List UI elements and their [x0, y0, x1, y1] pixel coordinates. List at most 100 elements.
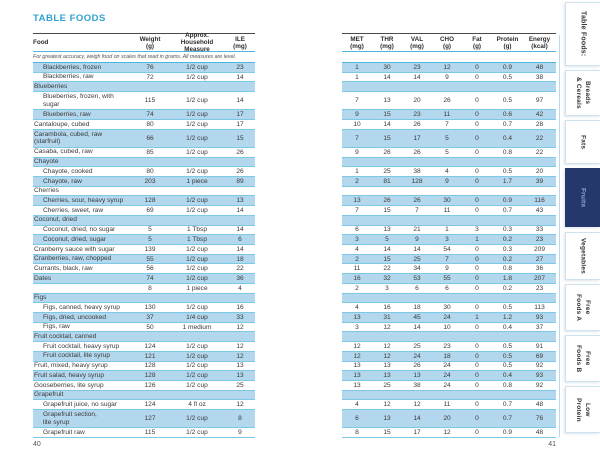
column-header-fat: Fat (g)	[472, 35, 482, 50]
food-name-cell: Cherries, sour, heavy syrup	[43, 196, 124, 204]
thr-cell: 16	[383, 304, 391, 312]
measure-cell: 1/2 cup	[186, 97, 208, 105]
table-row: Figs, raw 50 1 medium 12	[33, 323, 255, 333]
food-name-cell: Coconut, dried	[34, 216, 77, 224]
column-header-energy: Energy (kcal)	[528, 35, 551, 50]
fat-cell: 0	[475, 415, 479, 423]
measure-cell: 1 medium	[182, 323, 212, 331]
weight-cell: 126	[144, 381, 156, 389]
protein-cell: 0.5	[502, 168, 513, 176]
fat-cell: 0	[475, 120, 479, 128]
protein-cell: 0.9	[502, 429, 513, 437]
measure-cell: 4 fl oz	[188, 401, 206, 409]
protein-cell: 0.5	[502, 343, 513, 351]
table-row: Blackberries, raw 72 1/2 cup 14	[33, 73, 255, 83]
sidebar-tab-breads-cereals[interactable]: Breads & Cereals	[565, 70, 600, 116]
category-row	[342, 390, 556, 401]
cho-cell: 6	[445, 284, 449, 292]
food-name-cell: Chayote, cooked	[43, 167, 93, 175]
table-row: Fruit cocktail, lite syrup 121 1/2 cup 12	[33, 351, 255, 362]
column-header-measure: Approx. Household Measure	[180, 32, 214, 53]
protein-cell: 0.8	[502, 148, 513, 156]
table-row: 1 25 38 4 0 0.5 20	[342, 167, 556, 177]
food-name-cell: Chayote	[34, 158, 59, 166]
category-row	[342, 187, 556, 197]
protein-cell: 0.6	[502, 111, 513, 119]
energy-cell: 92	[535, 381, 544, 389]
thr-cell: 13	[383, 226, 391, 234]
sidebar-tab-fruits[interactable]: Fruits	[565, 168, 600, 227]
category-row: Coconut, dried	[33, 215, 255, 226]
measure-cell: 1/2 cup	[186, 274, 208, 282]
sidebar-tab-free-foods-b[interactable]: Free Foods B	[565, 335, 600, 382]
thr-cell: 32	[383, 274, 391, 282]
energy-cell: 113	[534, 304, 545, 312]
thr-cell: 31	[383, 313, 391, 321]
val-cell: 6	[415, 284, 419, 292]
weight-cell: 72	[146, 73, 154, 81]
food-name-cell: Currants, black, raw	[34, 264, 93, 272]
energy-cell: 209	[533, 245, 545, 253]
weight-cell: 56	[146, 265, 154, 273]
table-row: 2 81 128 9 0 1.7 39	[342, 176, 556, 187]
table-row: Carambola, cubed, raw (starfruit) 66 1/2 c…	[33, 129, 255, 148]
fat-cell: 0	[475, 323, 479, 331]
food-name-cell: Fruit cocktail, lite syrup	[43, 352, 111, 360]
cho-cell: 3	[445, 236, 449, 244]
ile-cell: 14	[236, 97, 244, 105]
sidebar-tab-vegetables[interactable]: Vegetables	[565, 232, 600, 280]
measure-cell: 1/4 cup	[186, 313, 208, 321]
column-header-weight: Weight (g)	[139, 35, 161, 50]
cho-cell: 9	[445, 177, 449, 185]
met-cell: 13	[353, 313, 361, 321]
food-name-cell: Fruit, mixed, heavy syrup	[34, 362, 108, 370]
table-row: 13 25 38 24 0 0.8 92	[342, 381, 556, 391]
sidebar-tab-table-foods[interactable]: Table Foods:	[565, 2, 600, 66]
protein-cell: 0.8	[502, 381, 513, 389]
ile-cell: 89	[236, 177, 244, 185]
sidebar-tab-label: Vegetables	[579, 238, 587, 274]
cho-cell: 9	[445, 73, 449, 81]
sidebar-tab-free-foods-a[interactable]: Free Foods A	[565, 284, 600, 331]
measure-cell: 1/2 cup	[186, 134, 208, 142]
thr-cell: 14	[383, 73, 391, 81]
food-name-cell: Figs, raw	[43, 323, 70, 331]
ile-cell: 12	[236, 323, 244, 331]
category-row	[342, 293, 556, 304]
cho-cell: 20	[443, 415, 451, 423]
ile-cell: 36	[236, 274, 244, 282]
met-cell: 4	[355, 245, 359, 253]
ile-cell: 25	[236, 381, 244, 389]
energy-cell: 42	[535, 111, 544, 119]
sidebar-tab-fats[interactable]: Fats	[565, 120, 600, 164]
column-header-val: VAL (mg)	[410, 35, 424, 50]
val-cell: 26	[413, 362, 421, 370]
energy-cell: 93	[535, 313, 544, 321]
fat-cell: 0	[475, 274, 479, 282]
ile-cell: 13	[236, 197, 244, 205]
met-cell: 1	[355, 73, 359, 81]
column-header-thr: THR (mg)	[380, 35, 394, 50]
measure-cell: 1/2 cup	[186, 429, 208, 437]
table-row: Currants, black, raw 56 1/2 cup 22	[33, 264, 255, 275]
left-table-header: Food Weight (g) Approx. Household Measure …	[33, 32, 255, 53]
thr-cell: 30	[383, 63, 391, 71]
measure-cell: 1/2 cup	[186, 343, 208, 351]
page-edge-divider	[559, 35, 560, 437]
fat-cell: 0	[475, 304, 479, 312]
measure-cell: 1/2 cup	[186, 206, 208, 214]
energy-cell: 23	[535, 284, 544, 292]
sidebar-tab-low-protein[interactable]: Low Protein	[565, 386, 600, 433]
met-cell: 8	[355, 429, 359, 437]
column-header-food: Food	[33, 39, 49, 46]
sidebar-tab-label: Fats	[579, 134, 587, 150]
met-cell: 2	[355, 284, 359, 292]
met-cell: 10	[353, 120, 361, 128]
met-cell: 13	[353, 362, 361, 370]
energy-cell: 22	[535, 134, 544, 142]
table-row: 4 12 12 11 0 0.7 48	[342, 400, 556, 411]
food-name-cell: Blueberries	[34, 83, 68, 90]
protein-cell: 0.3	[502, 245, 513, 253]
weight-cell: 128	[144, 362, 156, 370]
measure-cell: 1 piece	[186, 177, 208, 185]
